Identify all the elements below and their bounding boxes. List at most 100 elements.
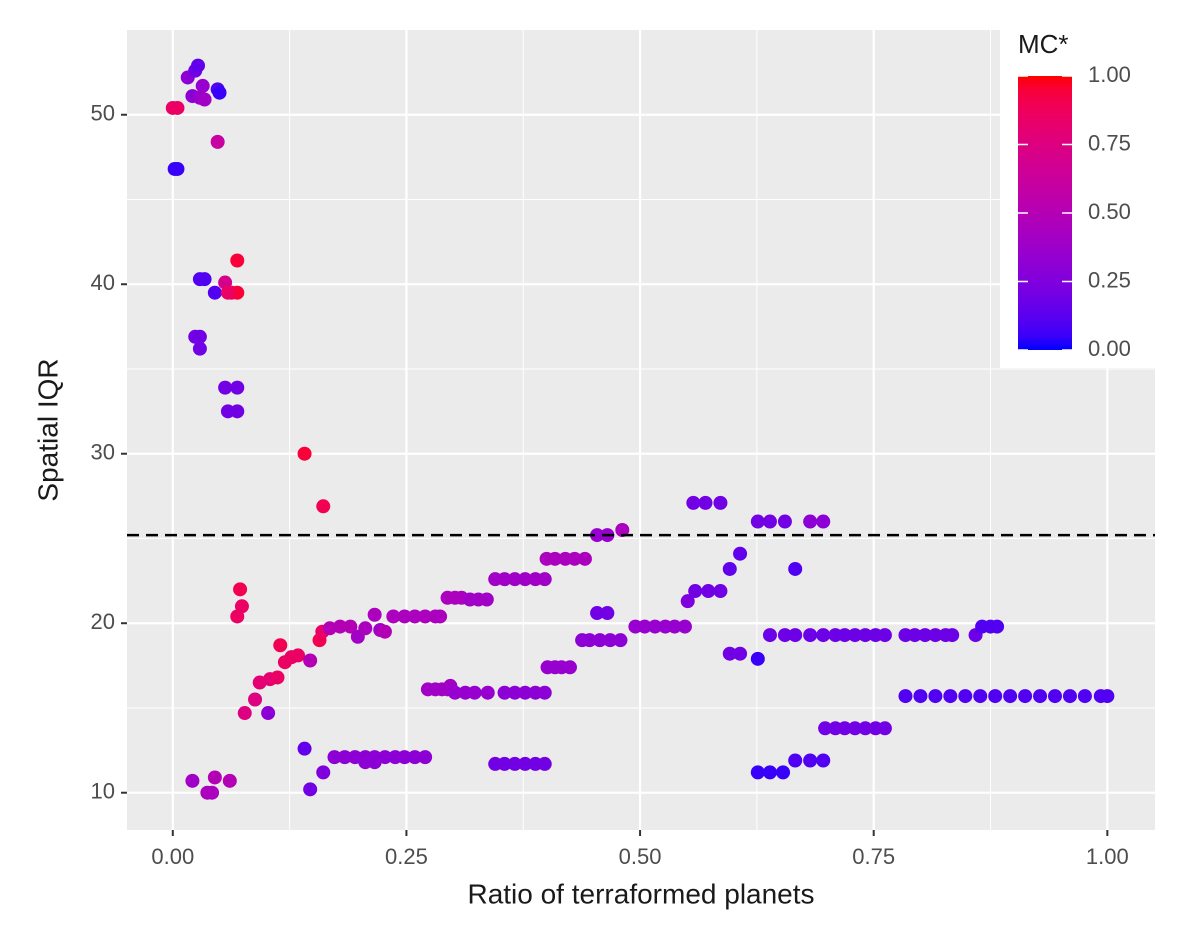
point bbox=[582, 633, 597, 648]
point bbox=[750, 514, 765, 529]
point bbox=[592, 633, 607, 648]
point bbox=[837, 721, 852, 736]
point bbox=[776, 765, 791, 780]
point bbox=[877, 628, 892, 643]
y-axis-title: Spatial IQR bbox=[32, 358, 63, 501]
point bbox=[170, 100, 185, 115]
point bbox=[548, 551, 563, 566]
point bbox=[518, 572, 533, 587]
point bbox=[327, 750, 342, 765]
point bbox=[377, 624, 392, 639]
x-tick-label: 1.00 bbox=[1086, 844, 1129, 869]
point bbox=[990, 619, 1005, 634]
point bbox=[988, 689, 1003, 704]
point bbox=[816, 628, 831, 643]
point bbox=[197, 92, 212, 107]
point bbox=[480, 685, 495, 700]
point bbox=[273, 638, 288, 653]
point bbox=[192, 329, 207, 344]
colorbar-tick-label: 0.50 bbox=[1088, 199, 1131, 224]
point bbox=[233, 582, 248, 597]
point bbox=[479, 592, 494, 607]
point bbox=[337, 750, 352, 765]
point bbox=[803, 628, 818, 643]
point bbox=[1100, 689, 1115, 704]
point bbox=[303, 782, 318, 797]
point bbox=[762, 514, 777, 529]
point bbox=[185, 773, 200, 788]
x-tick-label: 0.25 bbox=[385, 844, 428, 869]
point bbox=[210, 134, 225, 149]
point bbox=[816, 753, 831, 768]
point bbox=[877, 721, 892, 736]
point bbox=[945, 628, 960, 643]
point bbox=[220, 285, 235, 300]
point bbox=[518, 756, 533, 771]
point bbox=[837, 628, 852, 643]
point bbox=[762, 765, 777, 780]
point bbox=[207, 285, 222, 300]
colorbar-tick-label: 0.25 bbox=[1088, 267, 1131, 292]
point bbox=[1048, 689, 1063, 704]
point bbox=[407, 609, 422, 624]
point bbox=[333, 619, 348, 634]
point bbox=[1003, 689, 1018, 704]
point bbox=[733, 646, 748, 661]
point bbox=[1033, 689, 1048, 704]
point bbox=[497, 685, 512, 700]
point bbox=[212, 85, 227, 100]
point bbox=[667, 619, 682, 634]
point bbox=[518, 685, 533, 700]
x-axis-title: Ratio of terraformed planets bbox=[467, 878, 814, 909]
point bbox=[777, 628, 792, 643]
point bbox=[192, 341, 207, 356]
y-tick-label: 20 bbox=[91, 609, 115, 634]
point bbox=[615, 523, 630, 537]
point bbox=[680, 594, 695, 609]
y-tick-label: 40 bbox=[91, 270, 115, 295]
point bbox=[788, 628, 803, 643]
point bbox=[316, 765, 331, 780]
point bbox=[230, 253, 245, 268]
point bbox=[973, 689, 988, 704]
point bbox=[537, 685, 552, 700]
point bbox=[733, 546, 748, 561]
point bbox=[195, 78, 210, 93]
point bbox=[848, 721, 863, 736]
point bbox=[567, 551, 582, 566]
point bbox=[907, 628, 922, 643]
colorbar-tick-label: 0.00 bbox=[1088, 336, 1131, 361]
point bbox=[358, 621, 373, 636]
point bbox=[722, 646, 737, 661]
point bbox=[603, 633, 618, 648]
point bbox=[230, 380, 245, 395]
point bbox=[713, 495, 728, 510]
point bbox=[218, 380, 233, 395]
point bbox=[207, 770, 222, 785]
point bbox=[448, 685, 463, 700]
x-tick-label: 0.50 bbox=[619, 844, 662, 869]
point bbox=[803, 514, 818, 529]
point bbox=[191, 58, 206, 73]
point bbox=[1062, 689, 1077, 704]
point bbox=[858, 628, 873, 643]
point bbox=[848, 628, 863, 643]
point bbox=[507, 572, 522, 587]
x-tick-label: 0.75 bbox=[852, 844, 895, 869]
point bbox=[918, 628, 933, 643]
point bbox=[507, 685, 522, 700]
y-tick-label: 30 bbox=[91, 440, 115, 465]
point bbox=[507, 756, 522, 771]
point bbox=[701, 584, 716, 599]
point bbox=[367, 607, 382, 622]
x-tick-label: 0.00 bbox=[151, 844, 194, 869]
y-tick-label: 50 bbox=[91, 101, 115, 126]
legend-title: MC* bbox=[1018, 29, 1069, 59]
point bbox=[590, 528, 605, 543]
point bbox=[958, 689, 973, 704]
point bbox=[928, 689, 943, 704]
point bbox=[230, 404, 245, 419]
point bbox=[803, 753, 818, 768]
point bbox=[418, 750, 433, 765]
